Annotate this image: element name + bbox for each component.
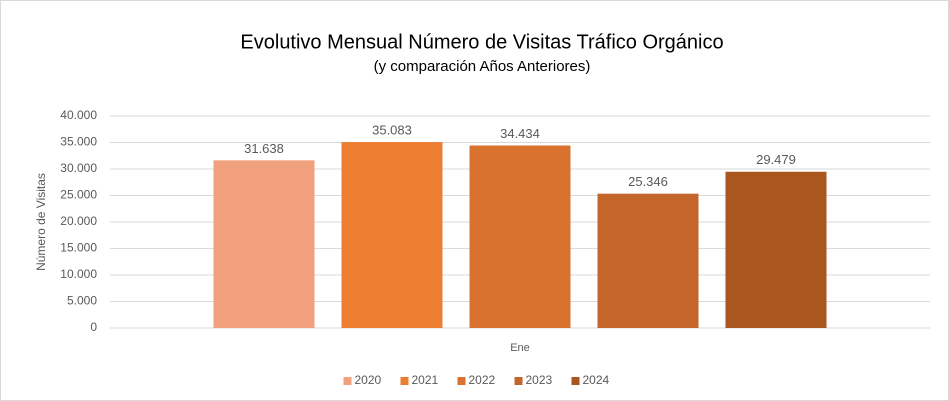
y-tick-label: 20.000 — [60, 214, 97, 228]
legend-swatch — [343, 377, 352, 385]
y-tick-label: 25.000 — [60, 188, 97, 202]
legend-label: 2024 — [583, 373, 610, 387]
legend-swatch — [571, 377, 580, 385]
data-label: 34.434 — [500, 126, 540, 141]
legend-label: 2022 — [469, 373, 496, 387]
legend-label: 2020 — [355, 373, 382, 387]
legend-label: 2023 — [526, 373, 553, 387]
chart-title: Evolutivo Mensual Número de Visitas Tráf… — [240, 31, 723, 53]
y-tick-label: 30.000 — [60, 161, 97, 175]
y-axis-label: Número de Visitas — [34, 173, 48, 271]
bar — [597, 193, 699, 328]
legend-swatch — [514, 377, 523, 385]
legend-swatch — [400, 377, 409, 385]
y-tick-label: 15.000 — [60, 241, 97, 255]
bar — [725, 171, 827, 328]
bar — [213, 160, 315, 328]
y-tick-label: 5.000 — [67, 294, 97, 308]
y-tick-label: 0 — [90, 320, 97, 334]
data-label: 31.638 — [244, 141, 284, 156]
bar — [341, 142, 443, 328]
data-label: 35.083 — [372, 122, 412, 137]
y-tick-label: 10.000 — [60, 267, 97, 281]
y-tick-label: 35.000 — [60, 135, 97, 149]
legend-label: 2021 — [412, 373, 439, 387]
legend-swatch — [457, 377, 466, 385]
chart-subtitle: (y comparación Años Anteriores) — [374, 58, 591, 75]
x-tick-label: Ene — [510, 342, 530, 354]
bar — [469, 145, 571, 328]
data-label: 29.479 — [756, 152, 796, 167]
data-label: 25.346 — [628, 174, 668, 189]
y-tick-label: 40.000 — [60, 108, 97, 122]
